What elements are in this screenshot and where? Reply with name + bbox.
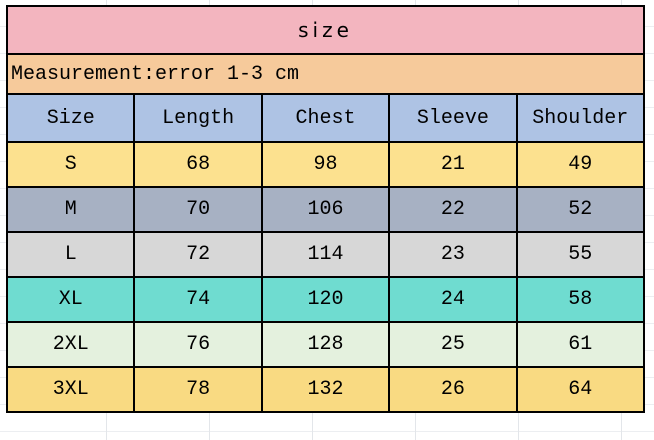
- column-header: Shoulder: [515, 93, 646, 143]
- note-row: Measurement:error 1-3 cm: [6, 53, 645, 95]
- table-row: 3XL 78 132 26 64: [5, 366, 646, 413]
- table-cell: 120: [260, 276, 391, 323]
- table-cell: 74: [133, 276, 263, 323]
- table-cell: 3XL: [5, 366, 136, 413]
- table-cell: 55: [515, 231, 646, 278]
- table-cell: 132: [260, 366, 391, 413]
- table-row: XL 74 120 24 58: [5, 276, 646, 323]
- table-cell: L: [5, 231, 136, 278]
- table-cell: 76: [133, 321, 263, 368]
- table-cell: 61: [515, 321, 646, 368]
- table-cell: 22: [388, 186, 518, 233]
- table-cell: 49: [515, 141, 646, 188]
- table-cell: 25: [388, 321, 518, 368]
- table-cell: S: [5, 141, 136, 188]
- table-cell: 26: [388, 366, 518, 413]
- column-header: Chest: [260, 93, 391, 143]
- table-cell: 68: [133, 141, 263, 188]
- table-cell: 21: [388, 141, 518, 188]
- table-row: S 68 98 21 49: [5, 141, 646, 188]
- table-row: L 72 114 23 55: [5, 231, 646, 278]
- table-cell: 70: [133, 186, 263, 233]
- table-row: M 70 106 22 52: [5, 186, 646, 233]
- table-cell: 114: [260, 231, 391, 278]
- table-cell: 128: [260, 321, 391, 368]
- table-cell: XL: [5, 276, 136, 323]
- measurement-note: Measurement:error 1-3 cm: [6, 53, 645, 95]
- table-cell: 52: [515, 186, 646, 233]
- table-cell: 58: [515, 276, 646, 323]
- header-row: Size Length Chest Sleeve Shoulder: [5, 93, 646, 143]
- column-header: Sleeve: [388, 93, 518, 143]
- table-cell: 2XL: [5, 321, 136, 368]
- table-cell: 106: [260, 186, 391, 233]
- table-title: size: [6, 5, 645, 55]
- table-row: 2XL 76 128 25 61: [5, 321, 646, 368]
- column-header: Length: [133, 93, 263, 143]
- table-cell: 23: [388, 231, 518, 278]
- table-cell: 78: [133, 366, 263, 413]
- table-cell: 98: [260, 141, 391, 188]
- table-cell: 24: [388, 276, 518, 323]
- size-table: size Measurement:error 1-3 cm Size Length…: [5, 5, 646, 413]
- title-row: size: [6, 5, 645, 55]
- table-cell: 64: [515, 366, 646, 413]
- table-cell: 72: [133, 231, 263, 278]
- table-body: S 68 98 21 49 M 70 106 22 52 L 72 114 23 55 XL 74 120 24 58…: [5, 141, 646, 413]
- column-header: Size: [5, 93, 136, 143]
- size-chart-container: size Measurement:error 1-3 cm Size Length…: [5, 5, 646, 413]
- table-cell: M: [5, 186, 136, 233]
